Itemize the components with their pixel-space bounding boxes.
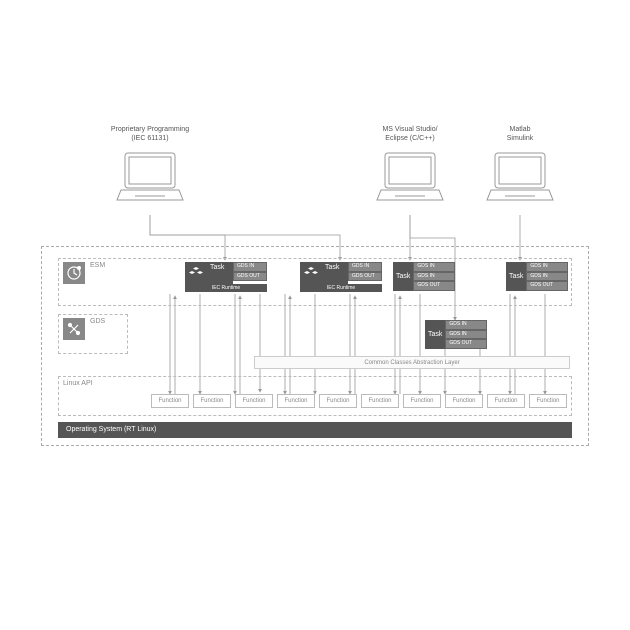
task-label: Task bbox=[425, 320, 445, 349]
iec-runtime-label: IEC Runtime bbox=[185, 284, 267, 292]
function-box: Function bbox=[487, 394, 525, 408]
label-text: MS Visual Studio/ bbox=[382, 126, 437, 133]
function-box: Function bbox=[151, 394, 189, 408]
common-abstraction-layer: Common Classes Abstraction Layer bbox=[254, 356, 570, 369]
task-label: Task bbox=[506, 262, 526, 291]
functions-container: Function Function Function Function Func… bbox=[151, 394, 571, 408]
esm-task-2: Task GDS IN GDS IN GDS OUT bbox=[506, 262, 568, 291]
cubes-icon bbox=[304, 266, 318, 280]
gds-io: GDS OUT bbox=[445, 339, 487, 349]
gds-out: GDS OUT bbox=[233, 272, 267, 282]
laptop-1-icon bbox=[115, 148, 185, 208]
function-box: Function bbox=[361, 394, 399, 408]
laptop-3-label: Matlab Simulink bbox=[470, 125, 570, 143]
esm-icon bbox=[63, 262, 85, 284]
gds-io: GDS OUT bbox=[526, 281, 568, 291]
gds-io: GDS IN bbox=[413, 262, 455, 272]
gds-icon bbox=[63, 318, 85, 340]
laptop-2-label: MS Visual Studio/ Eclipse (C/C++) bbox=[355, 125, 465, 143]
esm-task-1: Task GDS IN GDS IN GDS OUT bbox=[393, 262, 455, 291]
iec-block-1: Task GDS IN GDS OUT IEC Runtime bbox=[185, 262, 267, 292]
linux-api-label: Linux API bbox=[63, 380, 93, 387]
gds-out: GDS OUT bbox=[348, 272, 382, 282]
iec-block-2: Task GDS IN GDS OUT IEC Runtime bbox=[300, 262, 382, 292]
label-text: Proprietary Programming bbox=[111, 126, 189, 133]
cubes-icon bbox=[189, 266, 203, 280]
gds-in: GDS IN bbox=[348, 262, 382, 272]
gds-io: GDS OUT bbox=[413, 281, 455, 291]
gds-io: GDS IN bbox=[445, 330, 487, 340]
gds-io: GDS IN bbox=[445, 320, 487, 330]
laptop-1-label: Proprietary Programming (IEC 61131) bbox=[95, 125, 205, 143]
gds-io: GDS IN bbox=[526, 262, 568, 272]
function-box: Function bbox=[319, 394, 357, 408]
gds-in: GDS IN bbox=[233, 262, 267, 272]
laptop-3-icon bbox=[485, 148, 555, 208]
function-box: Function bbox=[445, 394, 483, 408]
gds-label: GDS bbox=[90, 318, 105, 325]
os-bar: Operating System (RT Linux) bbox=[58, 422, 572, 438]
gds-io: GDS IN bbox=[526, 272, 568, 282]
function-box: Function bbox=[277, 394, 315, 408]
function-box: Function bbox=[193, 394, 231, 408]
label-text: Matlab bbox=[509, 126, 530, 133]
iec-runtime-label: IEC Runtime bbox=[300, 284, 382, 292]
laptop-2-icon bbox=[375, 148, 445, 208]
task-label: Task bbox=[207, 262, 233, 284]
task-label: Task bbox=[322, 262, 348, 284]
function-box: Function bbox=[403, 394, 441, 408]
label-text: Simulink bbox=[507, 135, 533, 142]
esm-label: ESM bbox=[90, 262, 105, 269]
function-box: Function bbox=[235, 394, 273, 408]
gds-io: GDS IN bbox=[413, 272, 455, 282]
task-label: Task bbox=[393, 262, 413, 291]
label-text: (IEC 61131) bbox=[131, 135, 168, 142]
label-text: Eclipse (C/C++) bbox=[385, 135, 434, 142]
gds-row-task: Task GDS IN GDS IN GDS OUT bbox=[425, 320, 487, 349]
function-box: Function bbox=[529, 394, 567, 408]
